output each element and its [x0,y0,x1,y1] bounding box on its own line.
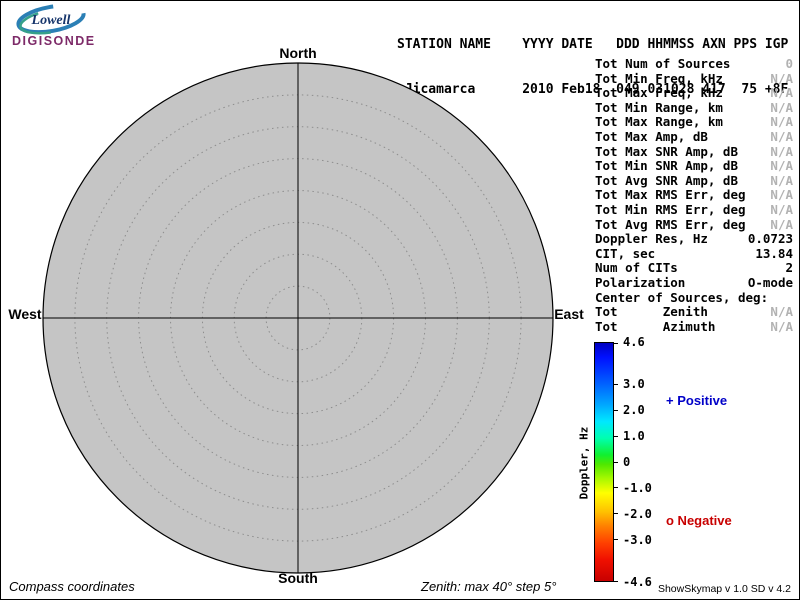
colorbar-tick-mark [613,435,618,437]
stat-row: Num of CITs 2 [595,261,793,276]
colorbar-tick-label: -4.6 [623,575,652,589]
stat-row: CIT, sec 13.84 [595,245,793,262]
stat-label: Tot Min Freq, kHz [595,70,723,86]
stat-label: Tot Max Range, km [595,114,723,130]
stat-value: N/A [770,114,793,130]
stat-row: Tot Max Range, km N/A [595,115,793,130]
colorbar-tick-mark [613,580,618,582]
stat-value: N/A [770,99,793,115]
stat-label: CIT, sec [595,245,656,261]
compass-west-label: West [8,306,42,322]
stat-value: N/A [770,158,793,174]
colorbar-tick-labels: 4.6 3.0 2.0 1.0 0 -1.0 -2.0 -3.0 -4.6 [623,335,669,589]
header-column-titles: STATION NAME YYYY DATE DDD HHMMSS AXN PP… [397,37,789,52]
compass-east-label: East [554,306,584,322]
stat-row: Polarization O-mode [595,274,793,291]
stat-label: Tot Min Range, km [595,99,723,115]
stat-label: Tot Zenith [595,304,708,320]
logo-digisonde-text: DIGISONDE [12,34,96,48]
colorbar-tick-label: 2.0 [623,402,645,417]
stat-label: Tot Max SNR Amp, dB [595,143,738,159]
colorbar-tick-mark [613,383,618,385]
legend-negative: o Negative [666,513,732,528]
colorbar-axis-label: Doppler, Hz [577,426,591,500]
stat-value: N/A [770,318,793,334]
stat-label: Tot Avg SNR Amp, dB [595,172,738,188]
stat-row: Tot Avg SNR Amp, dB N/A [595,172,793,189]
colorbar-tick-mark [613,513,618,515]
stat-row: Tot Azimuth N/A [595,318,793,335]
colorbar-tick-mark [613,409,618,411]
stat-label: Tot Max Freq, kHz [595,85,723,101]
colorbar-tick-label: -1.0 [623,481,652,496]
colorbar-tick-label: 0 [623,455,631,469]
header-column-values: Jicamarca 2010 Feb18 049 031028 417 75 +… [397,82,789,97]
stat-value: 2 [785,260,793,276]
stat-label: Tot Max RMS Err, deg [595,187,746,203]
stat-value: N/A [770,70,793,86]
stat-value: N/A [770,201,793,217]
stat-value: N/A [770,85,793,101]
stat-row: Tot Max Amp, dB N/A [595,128,793,145]
stat-value: 0 [785,56,793,71]
stat-value: N/A [770,216,793,232]
logo-lowell-text: Lowell [31,13,71,28]
colorbar-tick-label: -3.0 [623,533,652,548]
stat-value: N/A [770,128,793,144]
stat-row: Tot Min Freq, kHz N/A [595,70,793,87]
stat-label: Center of Sources, deg: [595,289,769,305]
stat-row: Tot Min SNR Amp, dB N/A [595,159,793,174]
doppler-colorbar [594,342,618,582]
stat-row: Tot Num of Sources 0 [595,56,793,72]
stat-label: Doppler Res, Hz [595,231,708,247]
stat-value: N/A [770,143,793,159]
compass-south-label: South [278,570,318,586]
colorbar-tick-label: 4.6 [623,335,645,349]
stat-label: Tot Num of Sources [595,56,731,71]
stat-row: Tot Min RMS Err, deg N/A [595,201,793,218]
coordinates-mode-label: Compass coordinates [9,579,135,594]
logo-graphic: Lowell DIGISONDE [12,3,96,48]
stat-label: Tot Min RMS Err, deg [595,201,746,217]
colorbar-tick-mark [613,342,618,344]
compass-north-label: North [279,45,316,61]
colorbar-tick-mark [613,539,618,541]
stat-row: Center of Sources, deg: [595,289,793,306]
stat-label: Tot Max Amp, dB [595,128,708,144]
colorbar-tick-label: 1.0 [623,428,645,443]
stat-value: N/A [770,187,793,203]
zenith-range-label: Zenith: max 40° step 5° [421,579,557,594]
stat-label: Tot Min SNR Amp, dB [595,158,738,174]
stat-row: Tot Zenith N/A [595,304,793,320]
version-label: ShowSkymap v 1.0 SD v 4.2 [657,583,791,595]
legend-positive: + Positive [666,393,728,408]
stat-row: Tot Avg RMS Err, deg N/A [595,216,793,233]
stat-row: Tot Max Freq, kHz N/A [595,86,793,101]
header-bar: STATION NAME YYYY DATE DDD HHMMSS AXN PP… [397,7,788,127]
colorbar-tick-mark [613,487,618,489]
colorbar-tick-mark [613,461,618,463]
lowell-digisonde-logo: Lowell DIGISONDE [9,3,123,54]
stat-value: N/A [770,304,793,320]
stat-value: 0.0723 [747,231,793,247]
skymap-polar-plot: North South West East [8,45,584,586]
stat-row: Doppler Res, Hz 0.0723 [595,232,793,247]
stat-label: Tot Azimuth [595,318,716,334]
stat-row: Tot Max SNR Amp, dB N/A [595,143,793,160]
colorbar-tick-label: -2.0 [623,507,652,522]
stat-row: Tot Max RMS Err, deg N/A [595,188,793,203]
stat-label: Num of CITs [595,260,678,276]
swoosh-icon [16,3,87,35]
stat-label: Polarization [595,274,686,290]
stat-value: O-mode [747,274,793,290]
stat-value: N/A [770,172,793,188]
colorbar-tick-label: 3.0 [623,376,645,391]
statistics-panel: Tot Num of Sources 0 Tot Min Freq, kHz N/A T… [595,56,793,335]
stat-value: 13.84 [755,245,793,261]
stat-row: Tot Min Range, km N/A [595,99,793,116]
stat-label: Tot Avg RMS Err, deg [595,216,746,232]
